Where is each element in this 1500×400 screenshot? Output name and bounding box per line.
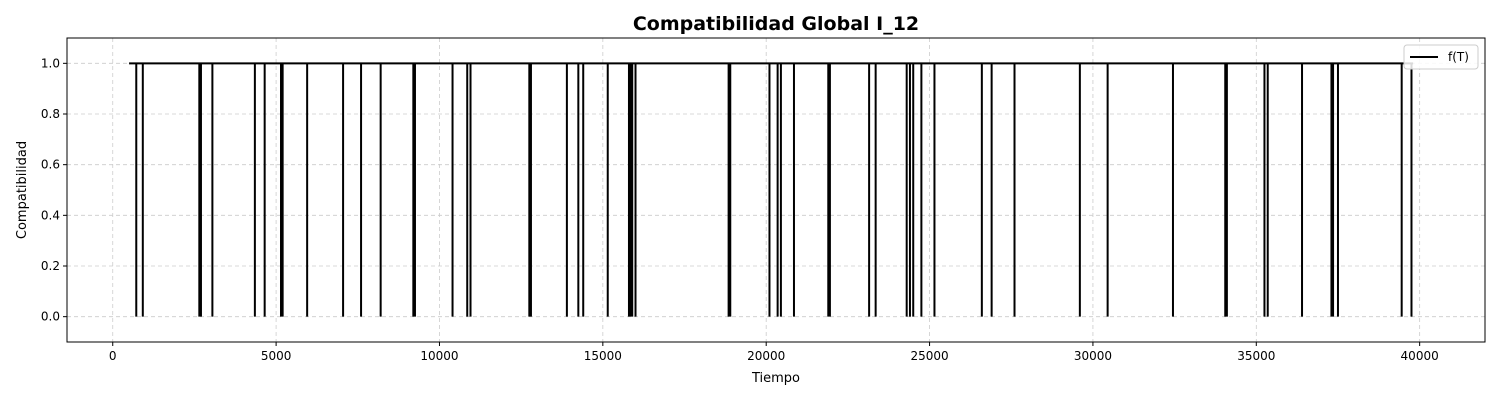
y-tick-label: 0.0 bbox=[41, 310, 60, 324]
x-tick-label: 10000 bbox=[420, 349, 458, 363]
series-layer bbox=[129, 62, 1414, 317]
x-tick-label: 20000 bbox=[747, 349, 785, 363]
x-tick-label: 40000 bbox=[1401, 349, 1439, 363]
x-axis-label: Tiempo bbox=[751, 371, 800, 386]
y-axis: 0.0 0.2 0.4 0.6 0.8 1.0 bbox=[41, 56, 67, 324]
y-tick-label: 1.0 bbox=[41, 56, 60, 70]
legend: f(T) bbox=[1403, 44, 1479, 70]
legend-label: f(T) bbox=[1448, 50, 1469, 64]
y-tick-label: 0.4 bbox=[41, 208, 60, 222]
grid bbox=[67, 38, 1485, 342]
plot-area-frame bbox=[66, 37, 1486, 343]
y-tick-label: 0.8 bbox=[41, 107, 60, 121]
y-tick-label: 0.6 bbox=[41, 158, 60, 172]
y-tick-label: 0.2 bbox=[41, 259, 60, 273]
x-tick-label: 0 bbox=[109, 349, 117, 363]
x-tick-label: 35000 bbox=[1237, 349, 1275, 363]
legend-box bbox=[1403, 44, 1479, 70]
x-tick-label: 30000 bbox=[1074, 349, 1112, 363]
x-tick-label: 25000 bbox=[910, 349, 948, 363]
series-line bbox=[129, 62, 1414, 317]
x-tick-label: 5000 bbox=[261, 349, 292, 363]
x-axis: 0 5000 10000 15000 20000 25000 30000 35000 40000 bbox=[109, 342, 1439, 363]
x-tick-label: 15000 bbox=[584, 349, 622, 363]
y-axis-label: Compatibilidad bbox=[15, 141, 30, 239]
chart-title: Compatibilidad Global I_12 bbox=[633, 13, 919, 35]
